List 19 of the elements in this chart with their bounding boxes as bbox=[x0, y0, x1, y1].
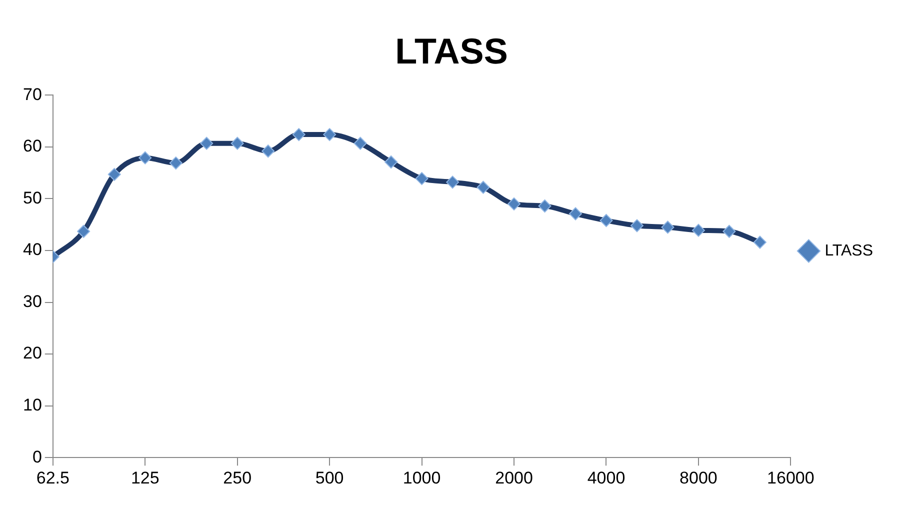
x-tick-label: 62.5 bbox=[36, 468, 70, 488]
x-tick-label: 500 bbox=[315, 468, 344, 488]
chart-title: LTASS bbox=[395, 30, 508, 72]
x-tick-label: 250 bbox=[223, 468, 252, 488]
y-tick-label: 70 bbox=[22, 84, 42, 104]
x-tick-label: 16000 bbox=[767, 468, 814, 488]
y-tick-label: 10 bbox=[22, 396, 42, 415]
x-tick-label: 1000 bbox=[402, 468, 441, 488]
x-tick-label: 8000 bbox=[680, 468, 718, 488]
y-tick-label: 60 bbox=[22, 136, 42, 156]
y-tick-label: 0 bbox=[32, 447, 42, 466]
x-tick-label: 2000 bbox=[495, 468, 533, 488]
x-tick-label: 125 bbox=[130, 468, 160, 488]
y-tick-label: 50 bbox=[22, 188, 42, 208]
legend-label: LTASS bbox=[824, 242, 873, 260]
y-tick-label: 20 bbox=[22, 344, 42, 363]
y-tick-label: 40 bbox=[22, 240, 42, 260]
y-tick-label: 30 bbox=[22, 292, 42, 311]
x-tick-label: 4000 bbox=[587, 468, 626, 488]
